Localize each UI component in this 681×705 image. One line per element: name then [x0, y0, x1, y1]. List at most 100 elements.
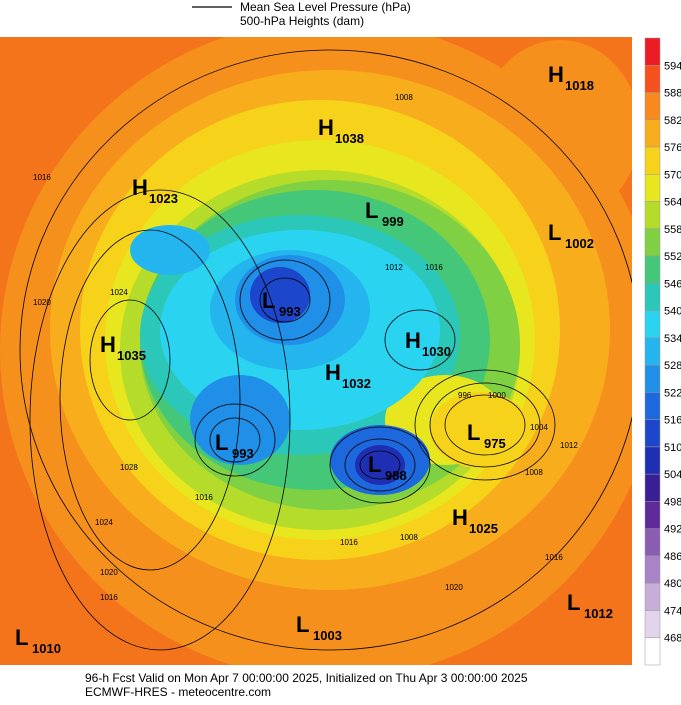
colorbar-label: 552 [664, 251, 681, 263]
legend-text: 500-hPa Heights (dam) [240, 14, 364, 28]
system-letter: H [100, 332, 116, 357]
system-letter: L [467, 420, 480, 445]
colorbar-label: 522 [664, 387, 681, 399]
colorbar-cell [644, 392, 661, 420]
legend-text: Mean Sea Level Pressure (hPa) [240, 0, 411, 14]
contour-label: 1016 [425, 263, 443, 272]
colorbar-label: 576 [664, 142, 681, 154]
colorbar-label: 546 [664, 278, 681, 290]
colorbar-label: 582 [664, 115, 681, 127]
colorbar: 594 588 582 576 570 564 558 552 546 540 534 528 522 5… [644, 37, 681, 666]
colorbar-label: 468 [664, 633, 681, 645]
system-value: 993 [232, 446, 254, 461]
colorbar-label: 558 [664, 224, 681, 236]
colorbar-label: 516 [664, 415, 681, 427]
colorbar-cell [644, 582, 661, 611]
colorbar-cell [644, 501, 661, 529]
system-value: 975 [484, 436, 506, 451]
system-value: 1023 [149, 191, 178, 206]
system-value: 988 [385, 468, 407, 483]
contour-label: 1020 [445, 583, 463, 592]
contour-label: 1020 [33, 298, 51, 307]
map [0, 37, 632, 665]
colorbar-cell [644, 92, 661, 121]
colorbar-label: 492 [664, 524, 681, 536]
colorbar-label: 570 [664, 169, 681, 181]
colorbar-cell [644, 419, 661, 448]
system-letter: L [296, 612, 309, 637]
system-value: 1035 [117, 348, 146, 363]
contour-labels: 1016 1020 1024 1028 1016 1020 1024 1008 1012 1016… [33, 93, 578, 602]
colorbar-cell [644, 119, 661, 148]
system-letter: H [452, 505, 468, 530]
contour-label: 1024 [95, 518, 113, 527]
system-letter: L [15, 625, 28, 650]
system-value: 1012 [584, 606, 613, 621]
contour-label: 1016 [195, 493, 213, 502]
colorbar-cell [644, 174, 661, 202]
system-letter: L [262, 288, 275, 313]
system-letter: H [405, 328, 421, 353]
colorbar-cell [644, 37, 661, 66]
colorbar-cell [644, 337, 661, 366]
system-letter: L [215, 430, 228, 455]
colorbar-label: 486 [664, 551, 681, 563]
system-letter: L [365, 198, 378, 223]
contour-label: 1004 [530, 423, 548, 432]
contour-label: 1016 [545, 553, 563, 562]
contour-label: 1012 [385, 263, 403, 272]
system-value: 999 [382, 214, 404, 229]
contour-label: 1020 [100, 568, 118, 577]
contour-label: 1024 [110, 288, 128, 297]
colorbar-cell [644, 364, 661, 393]
contour-label: 1016 [340, 538, 358, 547]
contour-label: 1016 [100, 593, 118, 602]
system-letter: H [548, 62, 564, 87]
system-letter: L [548, 220, 561, 245]
colorbar-label: 498 [664, 496, 681, 508]
colorbar-label: 510 [664, 442, 681, 454]
system-value: 1002 [565, 236, 594, 251]
system-letter: L [567, 590, 580, 615]
colorbar-label: 588 [664, 88, 681, 100]
footer-text: 96-h Fcst Valid on Mon Apr 7 00:00:00 20… [85, 671, 528, 685]
system-letter: L [368, 452, 381, 477]
colorbar-label: 480 [664, 578, 681, 590]
system-value: 1010 [32, 641, 61, 656]
system-value: 1025 [469, 521, 498, 536]
colorbar-cell [644, 473, 661, 502]
colorbar-label: 474 [664, 605, 681, 617]
colorbar-cell [644, 555, 661, 584]
colorbar-cell [644, 228, 661, 257]
colorbar-cell [644, 146, 661, 175]
contour-label: 1008 [525, 468, 543, 477]
colorbar-cell [644, 446, 661, 475]
contour-label: 996 [458, 391, 472, 400]
footer-text: ECMWF-HRES - meteocentre.com [85, 685, 271, 699]
colorbar-label: 564 [664, 197, 681, 209]
contour-label: 1008 [400, 533, 418, 542]
contour-label: 1000 [488, 391, 506, 400]
colorbar-label: 528 [664, 360, 681, 372]
system-value: 1032 [342, 376, 371, 391]
system-value: 1003 [313, 628, 342, 643]
contour-label: 1012 [560, 441, 578, 450]
contour-label: 1016 [33, 173, 51, 182]
system-value: 1030 [422, 344, 451, 359]
contour-label: 1028 [120, 463, 138, 472]
colorbar-cell [644, 65, 661, 93]
system-value: 993 [279, 304, 301, 319]
colorbar-cell [644, 310, 661, 339]
system-value: 1038 [335, 131, 364, 146]
contour-label: 1008 [395, 93, 413, 102]
colorbar-label: 504 [664, 469, 681, 481]
system-letter: H [325, 360, 341, 385]
system-letter: H [318, 115, 334, 140]
colorbar-cell [644, 610, 661, 638]
colorbar-cell [644, 201, 661, 230]
colorbar-cell [644, 255, 661, 284]
colorbar-cell [644, 283, 661, 311]
colorbar-label: 534 [664, 333, 681, 345]
